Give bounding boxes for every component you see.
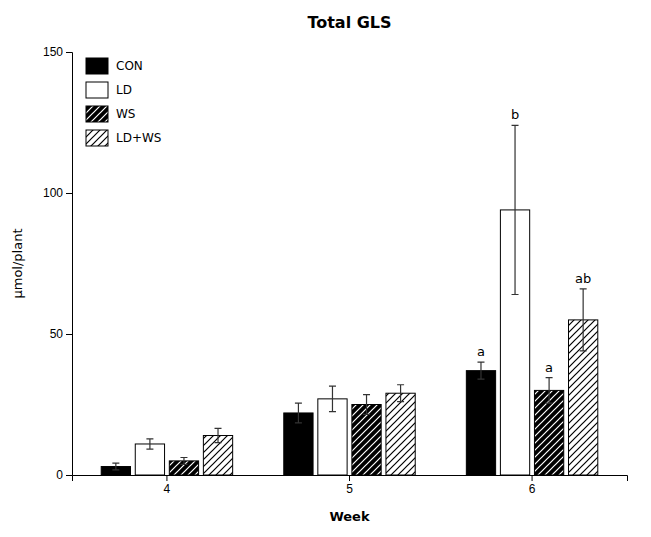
error-bar: [363, 395, 370, 415]
error-bar: [146, 439, 153, 449]
tick: 50: [50, 327, 72, 341]
error-bar: [477, 362, 484, 379]
tick-label: 0: [56, 468, 63, 482]
marks: [101, 125, 598, 475]
bar: [352, 405, 381, 476]
error-bar: [295, 403, 302, 423]
tick-mark: [66, 52, 72, 53]
annotation: b: [511, 107, 519, 122]
axis-line: [73, 476, 628, 482]
error-bar: [329, 386, 336, 411]
y-axis: 0 50 100 150: [43, 45, 73, 482]
x-axis: 4 5 6: [73, 475, 628, 496]
tick: 100: [43, 186, 72, 200]
legend-swatch: [86, 106, 108, 122]
error-bar: [112, 463, 119, 470]
tick-label: 50: [50, 327, 64, 341]
tick-mark: [532, 475, 533, 481]
tick: 150: [43, 45, 72, 59]
legend-swatch: [86, 130, 108, 146]
tick-mark: [349, 475, 350, 481]
error-bar: [580, 289, 587, 351]
legend-label: WS: [116, 107, 135, 121]
legend-item: LD+WS: [86, 130, 161, 146]
legend-label: LD: [116, 83, 132, 97]
x-axis-title: Week: [329, 509, 370, 524]
error-bar: [397, 385, 404, 402]
tick-mark: [166, 475, 167, 481]
tick-label: 150: [43, 45, 63, 59]
tick: 0: [56, 468, 72, 482]
chart: 050100150456abaabCONLDWSLD+WSTotal GLSWe…: [0, 0, 651, 537]
annotations: abaab: [477, 107, 591, 374]
legend-label: CON: [116, 59, 143, 73]
legend: CON LD WS LD+WS: [86, 58, 161, 146]
tick: 6: [529, 475, 536, 496]
tick-label: 5: [346, 482, 353, 496]
error-bar: [512, 125, 519, 294]
legend-label: LD+WS: [116, 131, 161, 145]
tick-label: 6: [529, 482, 536, 496]
tick-mark: [66, 334, 72, 335]
axis-line: [66, 53, 73, 476]
tick-label: 4: [164, 482, 171, 496]
tick-mark: [66, 475, 72, 476]
legend-item: CON: [86, 58, 143, 74]
bar: [466, 371, 495, 475]
legend-swatch: [86, 58, 108, 74]
legend-item: WS: [86, 106, 135, 122]
tick: 4: [164, 475, 171, 496]
annotation: a: [477, 344, 485, 359]
legend-item: LD: [86, 82, 132, 98]
title: Total GLS: [307, 13, 391, 32]
tick-label: 100: [43, 186, 63, 200]
y-axis-title: μmol/plant: [10, 228, 25, 298]
error-bar: [546, 378, 553, 403]
legend-swatch: [86, 82, 108, 98]
tick-mark: [66, 193, 72, 194]
tick: 5: [346, 475, 353, 496]
error-bar: [180, 458, 187, 465]
annotation: a: [545, 360, 553, 375]
bar: [386, 393, 415, 475]
error-bar: [215, 428, 222, 442]
plot: 050100150456abaabCONLDWSLD+WS: [43, 45, 628, 495]
annotation: ab: [575, 271, 591, 286]
